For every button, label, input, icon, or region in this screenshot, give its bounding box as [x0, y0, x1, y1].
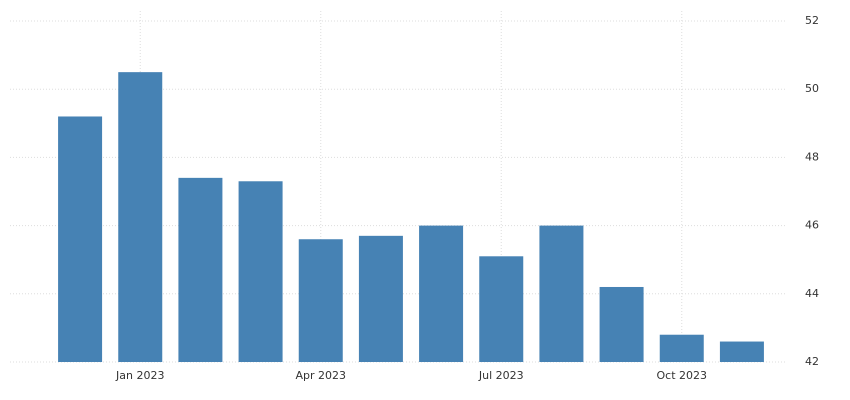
bar: [358, 235, 403, 362]
x-tick-label: Oct 2023: [656, 369, 707, 382]
bar: [599, 286, 644, 362]
x-tick-label: Jul 2023: [478, 369, 524, 382]
y-tick-label: 50: [805, 82, 819, 95]
y-tick-label: 46: [805, 219, 819, 232]
y-tick-label: 44: [805, 287, 819, 300]
y-tick-label: 42: [805, 355, 819, 368]
bar: [238, 181, 283, 362]
bar: [419, 225, 464, 362]
y-tick-label: 48: [805, 150, 819, 163]
x-tick-label: Jan 2023: [115, 369, 164, 382]
bar: [539, 225, 584, 362]
x-tick-label: Apr 2023: [295, 369, 346, 382]
bar: [479, 256, 524, 362]
bar: [58, 116, 103, 362]
bar: [298, 239, 343, 362]
bar: [659, 334, 704, 362]
bar: [178, 177, 223, 362]
bar: [118, 72, 163, 363]
y-tick-label: 52: [805, 14, 819, 27]
bar: [719, 341, 764, 362]
